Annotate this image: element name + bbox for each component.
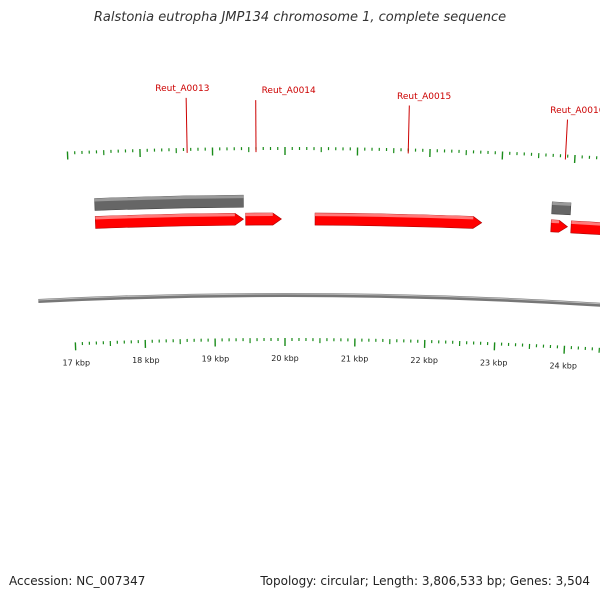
gene-highlight (571, 220, 600, 226)
scale-label: 21 kbp (341, 354, 369, 363)
gene-leader-line (564, 119, 568, 160)
gene-label: Reut_A0015 (397, 92, 451, 102)
scale-label: 24 kbp (549, 362, 577, 371)
gene-highlight (95, 213, 235, 220)
gene-highlight (245, 213, 273, 217)
topology-summary: Topology: circular; Length: 3,806,533 bp… (260, 574, 590, 588)
inner-tick-ring (74, 338, 600, 354)
scale-label: 19 kbp (202, 354, 230, 363)
gene-highlight (315, 213, 474, 220)
gene-label: Reut_A0013 (155, 84, 209, 94)
outer-tick-ring (66, 147, 598, 164)
gene-leader-line (407, 105, 410, 154)
gene-label: Reut_A0014 (262, 86, 316, 96)
gene-label: Reut_A0016 (550, 106, 600, 116)
feature-highlight (94, 195, 244, 202)
scale-label: 22 kbp (410, 356, 438, 365)
feature-highlight (552, 201, 571, 206)
chromosome-backbone (38, 293, 600, 307)
scale-label: 18 kbp (132, 356, 160, 365)
map-title: Ralstonia eutropha JMP134 chromosome 1, … (93, 10, 507, 25)
scale-label: 17 kbp (63, 358, 91, 367)
scale-label-layer: 17 kbp 18 kbp 19 kbp 20 kbp 21 kbp 22 kbp 23 k… (63, 354, 577, 371)
scale-label: 20 kbp (271, 354, 299, 363)
gene-label-layer: Reut_A0013 Reut_A0014 Reut_A0015 Reut_A0016… (155, 84, 600, 160)
gene-highlight (551, 219, 560, 224)
scale-label: 23 kbp (480, 358, 508, 367)
feature-track (94, 194, 572, 216)
gene-leader-line (185, 97, 188, 153)
backbone-arc (38, 293, 600, 307)
gene-track (94, 212, 600, 235)
backbone-highlight (38, 293, 600, 305)
accession-label: Accession: NC_007347 (9, 574, 146, 588)
